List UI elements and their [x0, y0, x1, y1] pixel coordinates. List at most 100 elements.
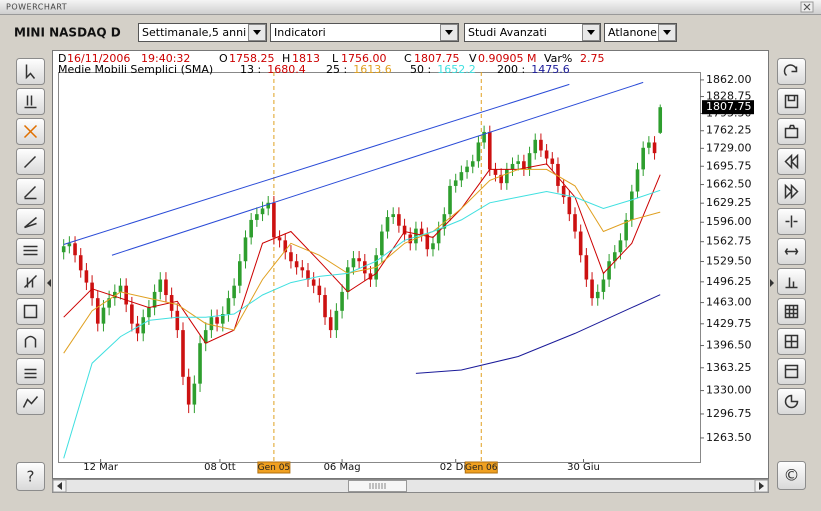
- candle-body: [465, 166, 469, 173]
- tool-button[interactable]: [16, 118, 45, 145]
- collapse-left[interactable]: [47, 279, 51, 287]
- candle-body: [294, 261, 299, 268]
- candle-body: [647, 142, 651, 148]
- tool-button[interactable]: [16, 298, 45, 325]
- moving-average: [415, 294, 661, 374]
- var-value: 2.75: [580, 52, 605, 65]
- candle-body: [607, 261, 611, 280]
- tool-button[interactable]: [777, 238, 806, 265]
- candle-body: [630, 191, 634, 220]
- candle-body: [584, 255, 589, 280]
- candle-body: [300, 267, 305, 271]
- period-select[interactable]: Settimanale,5 anni: [138, 23, 267, 42]
- y-tick-label: 1562.75: [706, 235, 752, 248]
- candle-body: [522, 161, 526, 170]
- copyright-button[interactable]: ©: [777, 461, 806, 490]
- tool-button[interactable]: [16, 148, 45, 175]
- tool-button[interactable]: [16, 208, 45, 235]
- moving-average: [63, 168, 661, 354]
- button-icon: [783, 64, 798, 77]
- tool-button[interactable]: [16, 238, 45, 265]
- year-label-box: [464, 461, 498, 474]
- tool-button[interactable]: [777, 88, 806, 115]
- button-face: [16, 208, 45, 235]
- candle-body: [482, 131, 486, 143]
- y-tick-label: 1862.00: [706, 73, 752, 86]
- y-tick-label: 1463.00: [706, 296, 752, 309]
- date-prefix: D: [58, 52, 66, 65]
- style-select[interactable]: Atlanone: [604, 23, 677, 42]
- close-button[interactable]: [800, 1, 814, 13]
- candle-body: [470, 161, 475, 167]
- x-tick-label: 30 Giu: [567, 462, 600, 473]
- button-face: [777, 268, 806, 295]
- tool-button[interactable]: [16, 358, 45, 385]
- tool-button[interactable]: [777, 268, 806, 295]
- candle-body: [351, 258, 356, 268]
- indicators-select[interactable]: Indicatori: [270, 23, 459, 42]
- tool-button[interactable]: [777, 58, 806, 85]
- tool-button[interactable]: [777, 118, 806, 145]
- candle-body: [124, 285, 128, 305]
- x-tick-label: 12 Mar: [83, 462, 119, 473]
- tool-button[interactable]: [777, 298, 806, 325]
- left-toolbar: [16, 58, 45, 415]
- right-toolbar: [777, 58, 806, 415]
- button-icon: [23, 155, 37, 169]
- studies-text: Studi Avanzati: [468, 26, 547, 39]
- button-face: [777, 118, 806, 145]
- low-prefix: L: [332, 52, 339, 65]
- tool-button[interactable]: [777, 358, 806, 385]
- close-value: 1807.75: [414, 52, 460, 65]
- candle-body: [453, 180, 458, 186]
- candle-body: [550, 158, 555, 164]
- help-button[interactable]: ?: [16, 462, 45, 491]
- tool-button[interactable]: [777, 148, 806, 175]
- y-tick-label: 1429.75: [706, 317, 752, 330]
- tool-button[interactable]: [777, 388, 806, 415]
- button-icon: [784, 94, 799, 109]
- button-icon: [24, 335, 37, 348]
- collapse-right[interactable]: [770, 279, 774, 287]
- candle-body: [493, 169, 498, 175]
- candle-body: [340, 291, 344, 311]
- open-prefix: O: [219, 52, 228, 65]
- tool-button[interactable]: [16, 58, 45, 85]
- button-icon: [23, 124, 38, 139]
- candle-body: [158, 279, 163, 292]
- studies-select[interactable]: Studi Avanzati: [464, 23, 601, 42]
- high-value: 1813: [292, 52, 320, 65]
- candle-body: [95, 298, 100, 324]
- candle-body: [283, 240, 288, 253]
- candle-body: [164, 279, 168, 296]
- tool-button[interactable]: [16, 178, 45, 205]
- year-label-box: [257, 461, 291, 474]
- scrollbar[interactable]: [52, 479, 769, 493]
- tool-button[interactable]: [777, 178, 806, 205]
- candle-body: [192, 383, 197, 405]
- button-icon: [22, 396, 39, 408]
- candle-body: [101, 307, 106, 324]
- tool-button[interactable]: [16, 328, 45, 355]
- volume-prefix: V: [469, 52, 477, 65]
- tool-button[interactable]: [777, 208, 806, 235]
- candle-body: [84, 270, 89, 283]
- button-icon: [25, 64, 36, 80]
- tool-button[interactable]: [16, 268, 45, 295]
- copyright-label: ©: [784, 466, 800, 485]
- open-value: 1758.25: [229, 52, 275, 65]
- tool-button[interactable]: [16, 88, 45, 115]
- candle-body: [90, 282, 94, 299]
- legend-value: 1613.6: [353, 63, 392, 76]
- candle-body: [476, 142, 481, 162]
- tool-button[interactable]: [16, 388, 45, 415]
- button-face: [16, 328, 45, 355]
- candle-body: [436, 228, 441, 244]
- tool-button[interactable]: [777, 328, 806, 355]
- close-prefix: C: [404, 52, 412, 65]
- legend: 13 : 1680.4 25 : 1613.6 50 : 1652.2 200 : 1475.…: [240, 63, 570, 76]
- candle-body: [289, 252, 293, 262]
- button-icon: [24, 216, 37, 229]
- candle-body: [624, 219, 628, 241]
- candle-body: [272, 202, 276, 238]
